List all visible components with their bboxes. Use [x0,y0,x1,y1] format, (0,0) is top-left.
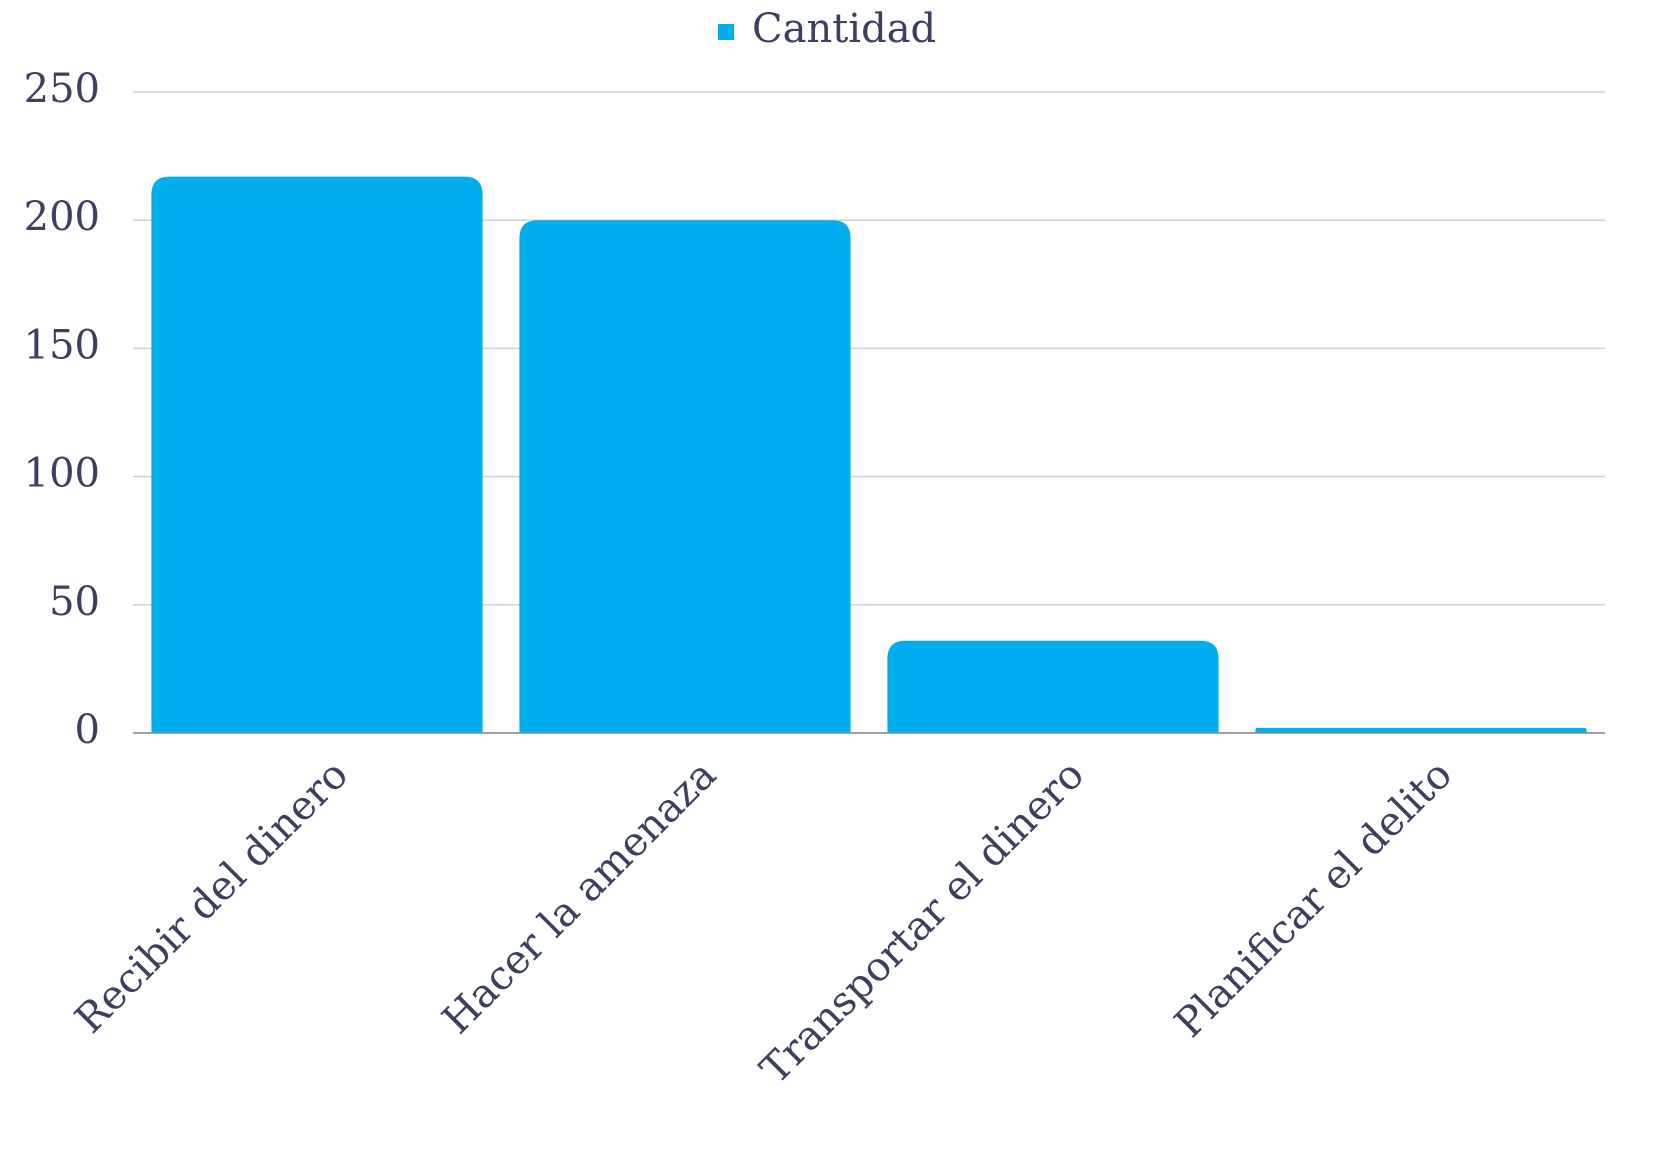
y-tick-label: 250 [24,66,100,112]
legend-swatch [718,24,734,40]
legend-label: Cantidad [752,6,936,52]
y-tick-label: 150 [24,322,100,368]
x-tick-label: Transportar el dinero [752,752,1093,1093]
x-tick-label: Hacer la amenaza [434,752,725,1043]
bar [151,176,483,733]
bar [1255,727,1587,733]
y-tick-label: 50 [49,579,100,625]
x-tick-label: Recibir del dinero [66,752,357,1043]
y-tick-label: 200 [24,194,100,240]
bar [519,220,851,733]
y-tick-label: 100 [24,451,100,497]
y-tick-label: 0 [75,707,100,753]
bar [887,640,1219,733]
x-tick-label: Planificar el delito [1166,752,1461,1047]
